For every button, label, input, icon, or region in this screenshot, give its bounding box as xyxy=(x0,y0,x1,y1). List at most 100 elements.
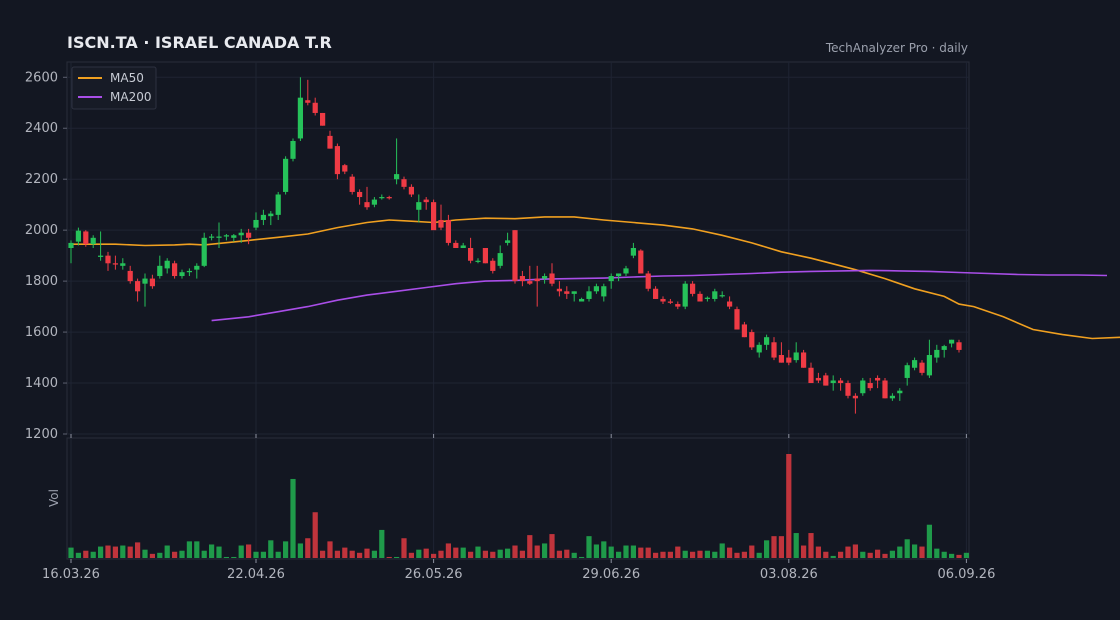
candle-body xyxy=(142,278,148,284)
candle xyxy=(741,321,747,338)
candle xyxy=(697,291,703,302)
candle-body xyxy=(231,235,237,238)
volume-bar xyxy=(75,552,81,558)
volume-bar xyxy=(593,544,599,558)
candle xyxy=(897,388,903,401)
candle-body xyxy=(941,346,947,350)
candle-body xyxy=(342,165,348,172)
candle xyxy=(179,269,185,279)
candle xyxy=(919,360,925,376)
candle xyxy=(556,281,562,297)
candle-body xyxy=(386,197,392,199)
volume-bar xyxy=(475,546,481,558)
candle xyxy=(845,380,851,399)
candle xyxy=(912,357,918,371)
x-tick-label: 29.06.26 xyxy=(582,567,640,582)
candle xyxy=(904,362,910,386)
candle xyxy=(934,344,940,363)
y-tick-label: 1800 xyxy=(25,274,58,289)
volume-bar xyxy=(897,546,903,558)
candle-body xyxy=(349,176,355,192)
volume-bar xyxy=(408,552,414,558)
volume-bar xyxy=(719,543,725,558)
candle xyxy=(771,337,777,361)
x-tick-label: 06.09.26 xyxy=(937,567,995,582)
volume-axis-label: Vol xyxy=(47,489,61,507)
candle-body xyxy=(690,283,696,294)
candle xyxy=(305,79,311,106)
candle xyxy=(949,339,955,348)
candle xyxy=(297,77,303,141)
volume-bar xyxy=(120,545,126,558)
volume-bar xyxy=(919,546,925,558)
candle xyxy=(172,260,178,279)
volume-bar xyxy=(860,551,866,558)
volume-bar xyxy=(505,548,511,558)
candle xyxy=(690,281,696,297)
volume-bar xyxy=(542,543,548,558)
candle-body xyxy=(549,273,555,284)
candle xyxy=(290,138,296,162)
candle xyxy=(549,263,555,287)
y-tick-label: 1400 xyxy=(25,376,58,391)
volume-bar xyxy=(253,551,259,558)
volume-bar xyxy=(704,550,710,558)
volume-bar xyxy=(808,533,814,558)
candlesticks xyxy=(68,77,962,414)
volume-bar xyxy=(283,541,289,558)
candle-body xyxy=(534,278,540,282)
volume-bar xyxy=(438,550,444,558)
candle-body xyxy=(793,352,799,361)
volume-bar xyxy=(357,552,363,558)
y-tick-label: 1200 xyxy=(25,427,58,442)
volume-bar xyxy=(497,549,503,558)
volume-bar xyxy=(416,549,422,558)
candle-body xyxy=(201,237,207,266)
volume-bar xyxy=(660,551,666,558)
candle xyxy=(475,258,481,264)
volume-bar xyxy=(963,552,969,558)
volume-bars xyxy=(68,454,969,558)
candle xyxy=(327,130,333,149)
volume-bar xyxy=(260,551,266,558)
candle-body xyxy=(838,380,844,384)
candle-body xyxy=(949,339,955,344)
candle-body xyxy=(564,291,570,294)
candle-body xyxy=(904,365,910,378)
candle-body xyxy=(645,273,651,289)
candle xyxy=(460,242,466,248)
candle xyxy=(801,349,807,368)
candle xyxy=(445,214,451,246)
candle-body xyxy=(719,295,725,297)
volume-bar xyxy=(734,552,740,558)
candle-body xyxy=(127,270,133,282)
candle-body xyxy=(571,291,577,294)
volume-bar xyxy=(675,546,681,558)
candle-body xyxy=(786,357,792,363)
candle xyxy=(497,245,503,269)
volume-bar xyxy=(764,540,770,558)
volume-bar xyxy=(445,543,451,558)
volume-bar xyxy=(490,551,496,558)
volume-bar xyxy=(667,551,673,558)
candle xyxy=(164,258,170,274)
candle xyxy=(357,189,363,205)
candle xyxy=(867,377,873,391)
candle xyxy=(882,377,888,399)
candle-body xyxy=(172,263,178,277)
candle xyxy=(682,281,688,310)
candle-body xyxy=(623,268,629,274)
candle-body xyxy=(68,242,74,248)
candle-body xyxy=(778,355,784,363)
candle xyxy=(386,195,392,200)
volume-bar xyxy=(852,544,858,558)
candle-body xyxy=(830,380,836,384)
candle-body xyxy=(897,390,903,394)
volume-bar xyxy=(564,549,570,558)
candle xyxy=(512,230,518,284)
candle xyxy=(334,143,340,180)
candle xyxy=(749,329,755,350)
volume-bar xyxy=(105,545,111,558)
y-tick-label: 1600 xyxy=(25,325,58,340)
price-panel: 1200 1400 1600 1800 2000 2200 2400 2600 xyxy=(25,61,1120,442)
